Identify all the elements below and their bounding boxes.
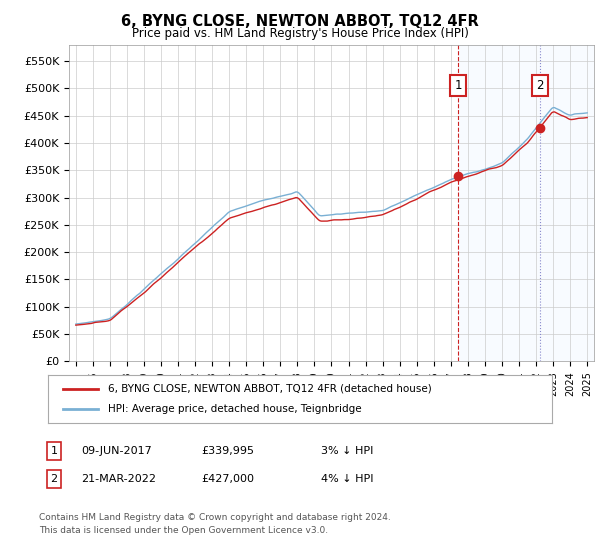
Text: Contains HM Land Registry data © Crown copyright and database right 2024.: Contains HM Land Registry data © Crown c… bbox=[39, 514, 391, 522]
Text: £427,000: £427,000 bbox=[201, 474, 254, 484]
Text: Price paid vs. HM Land Registry's House Price Index (HPI): Price paid vs. HM Land Registry's House … bbox=[131, 27, 469, 40]
Text: 1: 1 bbox=[455, 79, 462, 92]
Text: This data is licensed under the Open Government Licence v3.0.: This data is licensed under the Open Gov… bbox=[39, 526, 328, 535]
Text: 6, BYNG CLOSE, NEWTON ABBOT, TQ12 4FR (detached house): 6, BYNG CLOSE, NEWTON ABBOT, TQ12 4FR (d… bbox=[109, 384, 432, 394]
Text: 2: 2 bbox=[50, 474, 58, 484]
Bar bbox=[458, 45, 596, 361]
Text: 09-JUN-2017: 09-JUN-2017 bbox=[81, 446, 152, 456]
Text: 21-MAR-2022: 21-MAR-2022 bbox=[81, 474, 156, 484]
Text: 3% ↓ HPI: 3% ↓ HPI bbox=[321, 446, 373, 456]
Text: £339,995: £339,995 bbox=[201, 446, 254, 456]
Text: 2: 2 bbox=[536, 79, 544, 92]
Text: 4% ↓ HPI: 4% ↓ HPI bbox=[321, 474, 373, 484]
Text: HPI: Average price, detached house, Teignbridge: HPI: Average price, detached house, Teig… bbox=[109, 404, 362, 414]
Text: 1: 1 bbox=[50, 446, 58, 456]
Text: 6, BYNG CLOSE, NEWTON ABBOT, TQ12 4FR: 6, BYNG CLOSE, NEWTON ABBOT, TQ12 4FR bbox=[121, 14, 479, 29]
